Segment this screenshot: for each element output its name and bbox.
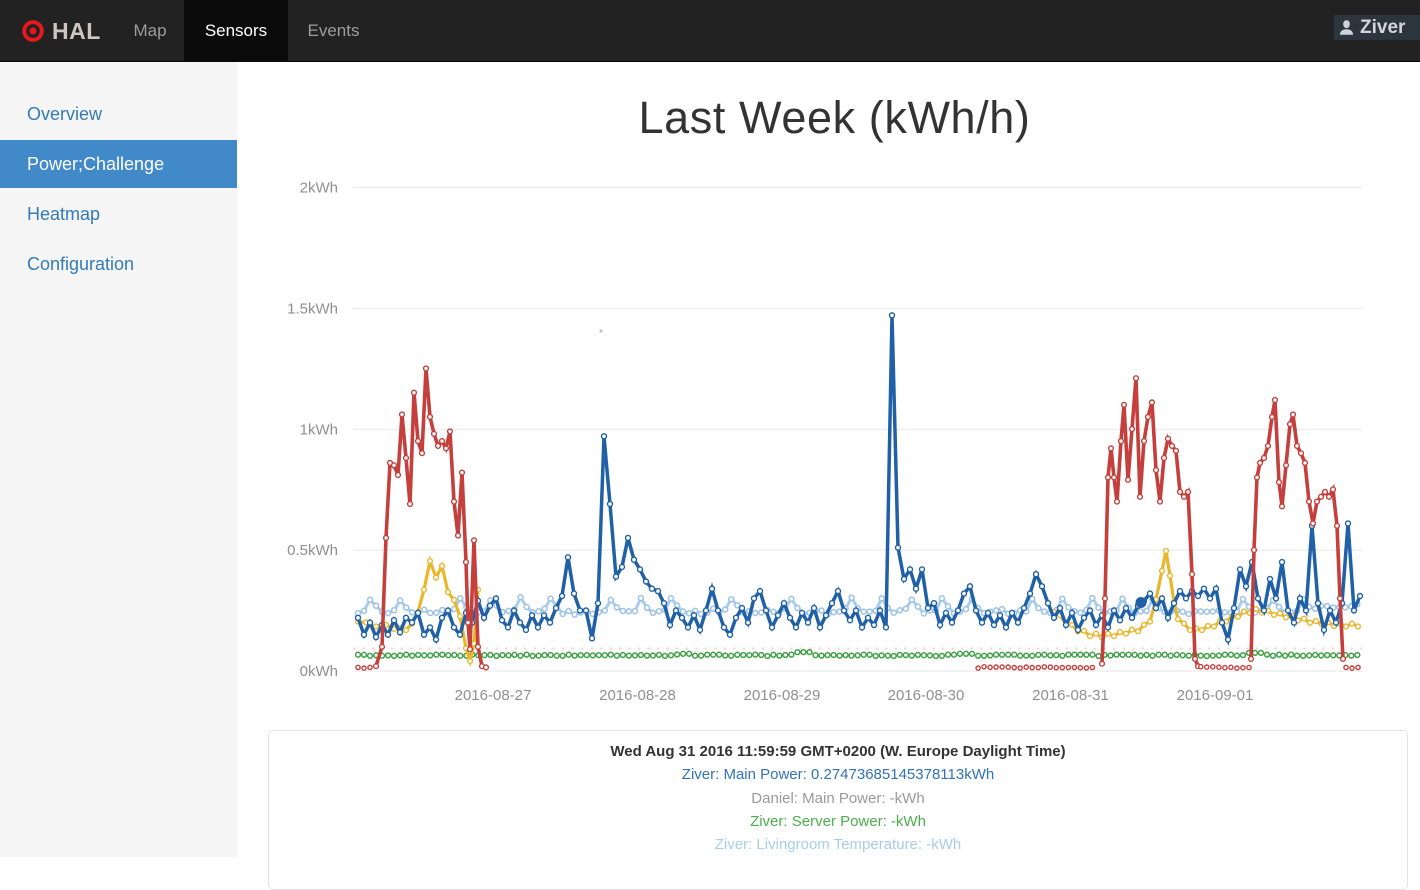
svg-text:2016-08-29: 2016-08-29 xyxy=(744,687,821,704)
svg-text:1kWh: 1kWh xyxy=(300,421,338,438)
svg-text:2016-08-30: 2016-08-30 xyxy=(888,687,965,704)
svg-text:2016-08-27: 2016-08-27 xyxy=(455,687,532,704)
svg-text:0kWh: 0kWh xyxy=(300,663,338,680)
svg-text:2016-08-31: 2016-08-31 xyxy=(1032,687,1109,704)
svg-text:2kWh: 2kWh xyxy=(300,180,338,197)
svg-text:2016-09-01: 2016-09-01 xyxy=(1177,687,1254,704)
svg-text:2016-08-28: 2016-08-28 xyxy=(599,687,676,704)
svg-text:1.5kWh: 1.5kWh xyxy=(287,300,338,317)
svg-text:0.5kWh: 0.5kWh xyxy=(287,542,338,559)
